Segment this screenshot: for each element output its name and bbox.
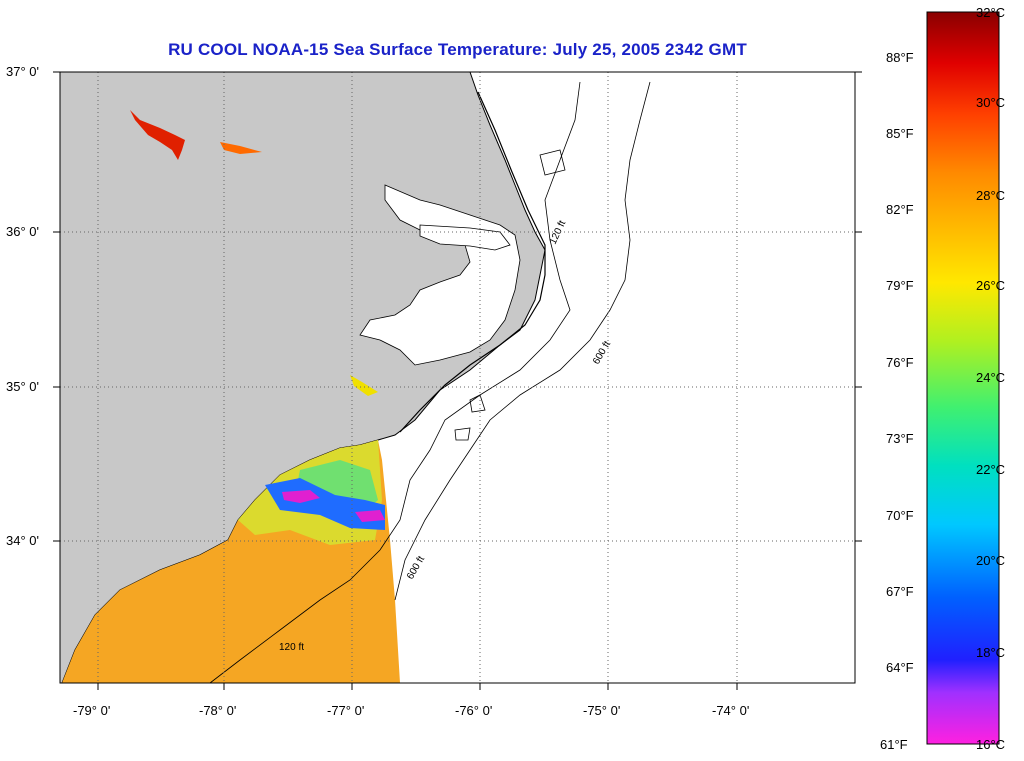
scale-f-82: 82°F	[886, 202, 914, 217]
depth-contours	[209, 81, 651, 684]
lat-label-34: 34° 0'	[6, 533, 39, 548]
scale-f-70: 70°F	[886, 508, 914, 523]
scale-f-61: 61°F	[880, 737, 908, 752]
contour-blob-1	[539, 149, 566, 176]
contour-blob-3	[454, 427, 471, 441]
scale-c-20: 20°C	[976, 553, 1006, 568]
scale-f-76: 76°F	[886, 355, 914, 370]
map-frame	[59, 71, 856, 684]
scale-c-28: 28°C	[976, 188, 1006, 203]
sst-cold-core	[282, 490, 385, 522]
scale-c-32: 32°C	[976, 5, 1006, 20]
scale-c-22: 22°C	[976, 462, 1006, 477]
lon-label-76: -76° 0'	[455, 703, 493, 718]
contour-120ft	[209, 81, 581, 684]
inland-yellow-river	[350, 375, 378, 396]
lat-label-37: 37° 0'	[6, 64, 39, 79]
scale-f-64: 64°F	[886, 660, 914, 675]
scale-c-26: 26°C	[976, 278, 1006, 293]
scale-f-85: 85°F	[886, 126, 914, 141]
inland-orange-river	[220, 142, 262, 154]
lat-label-36: 36° 0'	[6, 224, 39, 239]
contour-blob-2	[469, 394, 486, 413]
lon-label-75: -75° 0'	[583, 703, 621, 718]
lon-label-74: -74° 0'	[712, 703, 750, 718]
scale-c-24: 24°C	[976, 370, 1006, 385]
scale-c-18: 18°C	[976, 645, 1006, 660]
scale-c-16: 16°C	[976, 737, 1006, 752]
contour-600ft	[394, 81, 651, 601]
scale-f-88: 88°F	[886, 50, 914, 65]
barrier-island	[399, 91, 546, 433]
axis-ticks	[53, 71, 862, 690]
map-title: RU COOL NOAA-15 Sea Surface Temperature:…	[168, 40, 747, 59]
lon-label-78: -78° 0'	[199, 703, 237, 718]
contour-label-120: 120 ft	[279, 642, 304, 653]
inland-red-river	[130, 110, 185, 160]
scale-c-30: 30°C	[976, 95, 1006, 110]
lon-label-79: -79° 0'	[73, 703, 111, 718]
scale-f-73: 73°F	[886, 431, 914, 446]
grid-lines	[60, 72, 855, 683]
lon-label-77: -77° 0'	[327, 703, 365, 718]
color-scale-bar	[926, 11, 1000, 745]
scale-f-67: 67°F	[886, 584, 914, 599]
lat-label-35: 35° 0'	[6, 379, 39, 394]
scale-f-79: 79°F	[886, 278, 914, 293]
sst-cool-upwelling	[265, 478, 385, 530]
albemarle-sound	[419, 224, 511, 251]
